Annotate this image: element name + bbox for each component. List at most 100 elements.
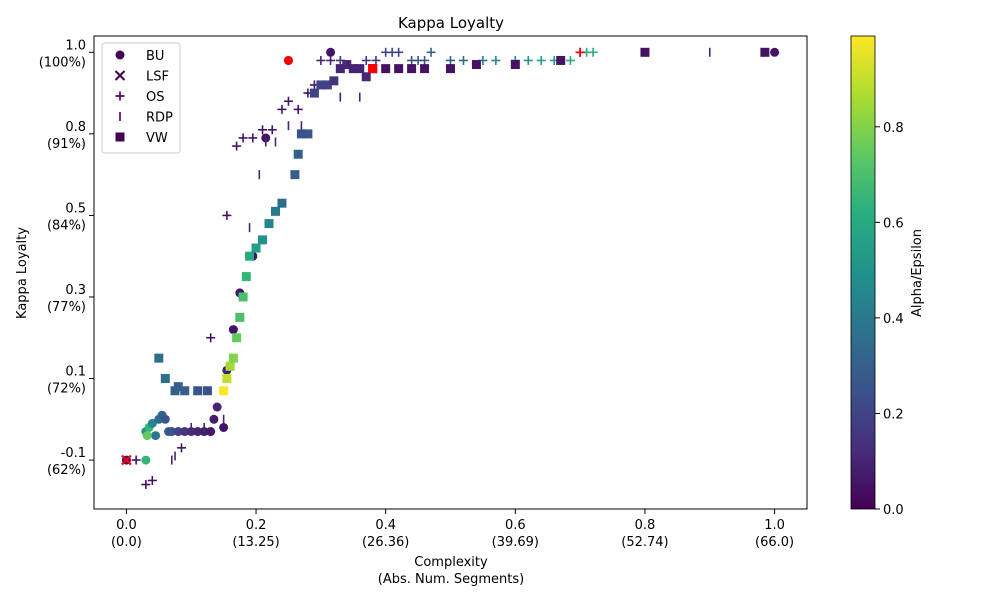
y-tick-sublabel-5: (62%) (47, 463, 86, 478)
point-os-7 (238, 133, 248, 143)
point-vw-14 (241, 272, 251, 282)
point-os-4 (206, 333, 216, 343)
colorbar (850, 35, 876, 510)
point-vw-30 (342, 60, 352, 70)
point-vw-36 (394, 64, 404, 74)
y-tick-sublabel-3: (77%) (47, 300, 86, 315)
point-bu-4 (151, 431, 161, 441)
point-vw-24 (303, 129, 313, 139)
x-tick-label-5: 1.0 (764, 518, 785, 533)
x-tick-label-1: 0.2 (246, 518, 267, 533)
y-tick-sublabel-1: (91%) (47, 137, 86, 152)
point-vw-6 (202, 386, 212, 396)
legend-label-bu: BU (146, 49, 164, 64)
y-tick-sublabel-0: (100%) (39, 55, 86, 70)
x-tick-label-2: 0.4 (375, 518, 396, 533)
point-vw-28 (329, 76, 339, 86)
x-tick-label-3: 0.6 (505, 518, 526, 533)
point-bu-16 (209, 414, 219, 424)
x-tick-sublabel-2: (26.36) (362, 535, 409, 550)
y-tick-label-5: -0.1 (61, 446, 86, 461)
point-vw-27 (322, 80, 332, 90)
point-vw-19 (270, 206, 280, 216)
point-os-36 (565, 55, 575, 65)
y-tick-label-4: 0.1 (65, 365, 86, 380)
y-axis-label: Kappa Loyalty (15, 227, 30, 319)
point-bu-3 (147, 418, 157, 428)
point-vw-4 (180, 386, 190, 396)
point-vw-29 (335, 64, 345, 74)
highlight-point-2 (368, 64, 378, 74)
point-vw-12 (235, 312, 245, 322)
point-bu-25 (770, 47, 780, 57)
y-tick-sublabel-2: (84%) (47, 218, 86, 233)
point-os-29 (458, 55, 468, 65)
point-os-6 (232, 141, 242, 151)
point-vw-37 (407, 64, 417, 74)
point-bu-9 (167, 427, 177, 437)
highlight-point-0 (121, 454, 132, 466)
point-vw-35 (381, 64, 391, 74)
point-vw-41 (510, 60, 520, 70)
x-tick-label-4: 0.8 (635, 518, 656, 533)
point-vw-3 (173, 382, 183, 392)
point-os-2 (147, 475, 157, 485)
point-os-12 (283, 96, 293, 106)
y-tick-label-0: 1.0 (65, 38, 86, 53)
point-os-11 (277, 104, 287, 114)
point-os-20 (371, 55, 381, 65)
point-vw-17 (258, 235, 268, 245)
point-vw-44 (760, 47, 770, 57)
point-os-5 (222, 210, 232, 220)
legend-marker-lsf (114, 70, 126, 81)
point-bu-24 (326, 47, 336, 57)
x-axis-label: Complexity (414, 555, 488, 570)
highlight-point-1 (283, 55, 293, 65)
legend-marker-vw (115, 132, 125, 142)
colorbar-tick-label-1: 0.2 (883, 407, 904, 422)
x-axis-label-units: (Abs. Num. Segments) (378, 572, 525, 587)
colorbar-ticks: 0.0 0.2 0.4 0.6 0.8 (875, 121, 904, 518)
point-vw-15 (245, 251, 255, 261)
highlight-point-3 (575, 47, 585, 57)
point-os-10 (267, 125, 277, 135)
point-vw-43 (640, 47, 650, 57)
colorbar-tick-label-0: 0.0 (883, 503, 904, 518)
y-tick-label-1: 0.8 (65, 120, 86, 135)
point-bu-10 (173, 427, 183, 437)
point-vw-40 (471, 60, 481, 70)
point-vw-8 (222, 374, 232, 384)
point-bu-11 (180, 427, 190, 437)
point-vw-22 (293, 149, 303, 159)
point-vw-7 (219, 386, 229, 396)
point-os-17 (326, 55, 336, 65)
point-vw-10 (228, 353, 238, 363)
point-vw-38 (420, 64, 430, 74)
chart-title: Kappa Loyalty (398, 14, 504, 32)
x-axis-ticks: 0.0 (0.0) 0.2 (13.25) 0.4 (26.36) 0.6 (39.69) 0.… (111, 509, 794, 550)
legend-box (101, 42, 181, 154)
point-vw-21 (290, 170, 300, 180)
y-tick-sublabel-4: (72%) (47, 382, 86, 397)
point-os-3 (177, 443, 187, 453)
point-vw-26 (316, 80, 326, 90)
x-tick-sublabel-0: (0.0) (111, 535, 142, 550)
colorbar-tick-label-3: 0.6 (883, 216, 904, 231)
x-tick-sublabel-4: (52.74) (621, 535, 668, 550)
point-os-16 (316, 55, 326, 65)
x-tick-sublabel-1: (13.25) (232, 535, 279, 550)
point-os-0 (131, 455, 141, 465)
y-axis-ticks: 1.0 (100%) 0.8 (91%) 0.5 (84%) 0.3 (77%) 0.1 (72%… (39, 38, 94, 478)
legend-marker-os (115, 91, 125, 101)
colorbar-tick-label-4: 0.8 (883, 121, 904, 136)
x-tick-label-0: 0.0 (116, 518, 137, 533)
point-bu-20 (228, 325, 238, 335)
point-os-39 (588, 47, 598, 57)
point-vw-25 (309, 88, 319, 98)
point-os-9 (258, 125, 268, 135)
point-vw-31 (348, 64, 358, 74)
point-vw-33 (361, 72, 371, 82)
point-vw-20 (277, 198, 287, 208)
point-os-26 (420, 55, 430, 65)
